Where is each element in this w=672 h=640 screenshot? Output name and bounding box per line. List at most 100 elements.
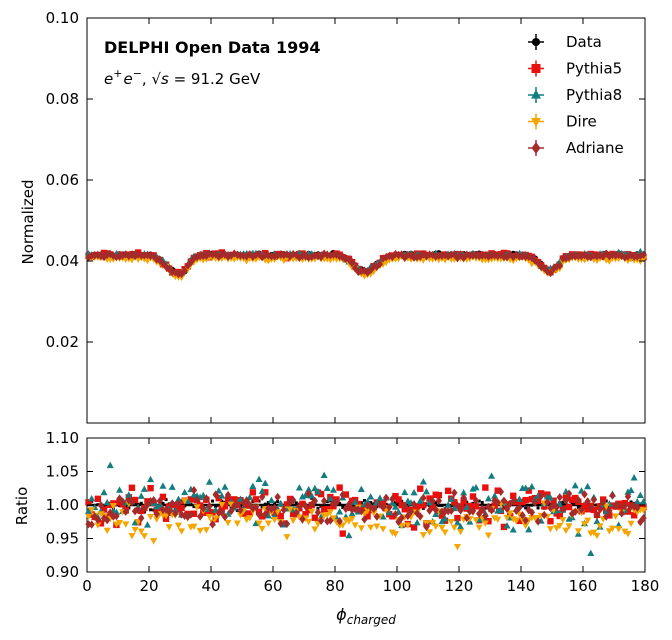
ratio-point bbox=[525, 525, 533, 533]
ratio-point bbox=[85, 507, 93, 514]
main-point bbox=[184, 261, 191, 270]
ratio-point bbox=[494, 516, 502, 523]
ratio-point bbox=[150, 496, 157, 505]
ratio-point bbox=[289, 495, 297, 505]
ratio-point bbox=[546, 494, 554, 501]
ratio-point bbox=[447, 495, 455, 502]
ratio-point bbox=[196, 502, 204, 509]
ratio-point bbox=[556, 493, 563, 502]
ratio-point bbox=[267, 496, 275, 504]
x-axis-title-sub: charged bbox=[347, 613, 396, 627]
ratio-point bbox=[289, 517, 297, 525]
ratio-point bbox=[627, 486, 635, 493]
ratio-point bbox=[506, 510, 514, 517]
ratio-point bbox=[590, 506, 598, 514]
main-y-tick-label: 0.02 bbox=[46, 333, 79, 351]
ratio-point bbox=[361, 506, 368, 513]
ratio-point bbox=[565, 523, 573, 530]
ratio-point bbox=[137, 492, 145, 499]
ratio-point bbox=[407, 507, 415, 516]
legend-label: Dire bbox=[566, 113, 597, 131]
ratio-point bbox=[463, 513, 470, 523]
main-point bbox=[513, 250, 520, 260]
ratio-point bbox=[206, 501, 213, 511]
ratio-point bbox=[484, 494, 492, 502]
ratio-point bbox=[627, 520, 635, 528]
ratio-point bbox=[602, 503, 610, 510]
ratio-point bbox=[556, 512, 563, 520]
ratio-point bbox=[516, 517, 523, 525]
ratio-point bbox=[426, 499, 434, 506]
ratio-point bbox=[150, 538, 158, 545]
ratio-point bbox=[305, 506, 312, 514]
main-point bbox=[472, 251, 480, 260]
main-point bbox=[376, 259, 384, 269]
ratio-point bbox=[147, 497, 154, 506]
ratio-point bbox=[147, 475, 155, 483]
ratio-point bbox=[233, 520, 241, 527]
ratio-point bbox=[342, 504, 350, 514]
ratio-point bbox=[339, 522, 347, 529]
ratio-series-adriane bbox=[85, 486, 647, 532]
ratio-point bbox=[302, 491, 310, 499]
ratio-point bbox=[212, 515, 220, 522]
ratio-point bbox=[175, 499, 182, 508]
ratio-point bbox=[451, 499, 458, 506]
ratio-point bbox=[252, 519, 260, 527]
ratio-point bbox=[351, 498, 359, 505]
ratio-point bbox=[484, 532, 492, 539]
ratio-point bbox=[327, 516, 334, 525]
ratio-point bbox=[534, 497, 542, 504]
main-point bbox=[506, 250, 514, 259]
ratio-point bbox=[103, 515, 111, 525]
ratio-point bbox=[345, 518, 353, 525]
ratio-point bbox=[329, 486, 337, 493]
main-point bbox=[231, 249, 238, 258]
ratio-point bbox=[389, 494, 396, 504]
main-point bbox=[113, 252, 120, 262]
ratio-point bbox=[302, 501, 309, 511]
ratio-point bbox=[422, 487, 430, 495]
ratio-point bbox=[547, 518, 554, 525]
ratio-point bbox=[339, 530, 346, 537]
ratio-point bbox=[500, 496, 508, 505]
ratio-point bbox=[571, 481, 579, 489]
ratio-y-tick-label: 1.10 bbox=[46, 429, 79, 447]
ratio-point bbox=[457, 528, 465, 536]
ratio-point bbox=[336, 484, 343, 491]
main-y-tick-label: 0.08 bbox=[46, 90, 79, 108]
ratio-point bbox=[497, 487, 505, 496]
ratio-point bbox=[258, 492, 266, 501]
main-point bbox=[590, 251, 598, 260]
ratio-point bbox=[429, 497, 436, 506]
main-point bbox=[578, 252, 585, 261]
ratio-point bbox=[510, 492, 517, 499]
ratio-point bbox=[311, 496, 319, 506]
main-point bbox=[606, 252, 613, 261]
ratio-point bbox=[262, 489, 269, 496]
ratio-point bbox=[528, 482, 536, 490]
ratio-point bbox=[345, 531, 353, 539]
ratio-point bbox=[575, 496, 582, 505]
ratio-point bbox=[138, 513, 145, 523]
ratio-point bbox=[584, 497, 591, 506]
main-point bbox=[534, 258, 542, 267]
ratio-point bbox=[395, 496, 402, 503]
ratio-point bbox=[522, 522, 530, 530]
ratio-point bbox=[131, 518, 139, 526]
x-axis-title-main: ϕ bbox=[336, 605, 347, 624]
ratio-point bbox=[329, 515, 337, 522]
ratio-y-tick-label: 0.90 bbox=[46, 563, 79, 581]
ratio-point bbox=[469, 493, 477, 500]
ratio-point bbox=[373, 512, 381, 521]
ratio-point bbox=[326, 495, 334, 502]
ratio-point bbox=[389, 513, 396, 520]
main-point bbox=[181, 266, 188, 275]
ratio-point bbox=[326, 509, 334, 516]
ratio-point bbox=[336, 508, 344, 515]
ratio-point bbox=[472, 496, 480, 505]
ratio-point bbox=[513, 498, 520, 506]
ratio-point bbox=[143, 521, 151, 528]
main-point bbox=[615, 250, 622, 260]
ratio-point bbox=[522, 484, 530, 491]
